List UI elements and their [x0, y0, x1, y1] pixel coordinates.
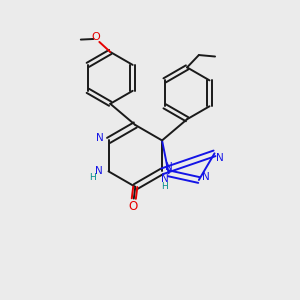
Text: N: N: [216, 153, 224, 163]
Text: N: N: [161, 174, 169, 184]
Text: N: N: [95, 166, 103, 176]
Text: H: H: [89, 173, 96, 182]
Text: N: N: [202, 172, 210, 182]
Text: N: N: [96, 133, 104, 143]
Text: N: N: [165, 162, 172, 172]
Text: H: H: [162, 182, 168, 191]
Text: O: O: [128, 200, 137, 213]
Text: O: O: [91, 32, 100, 42]
